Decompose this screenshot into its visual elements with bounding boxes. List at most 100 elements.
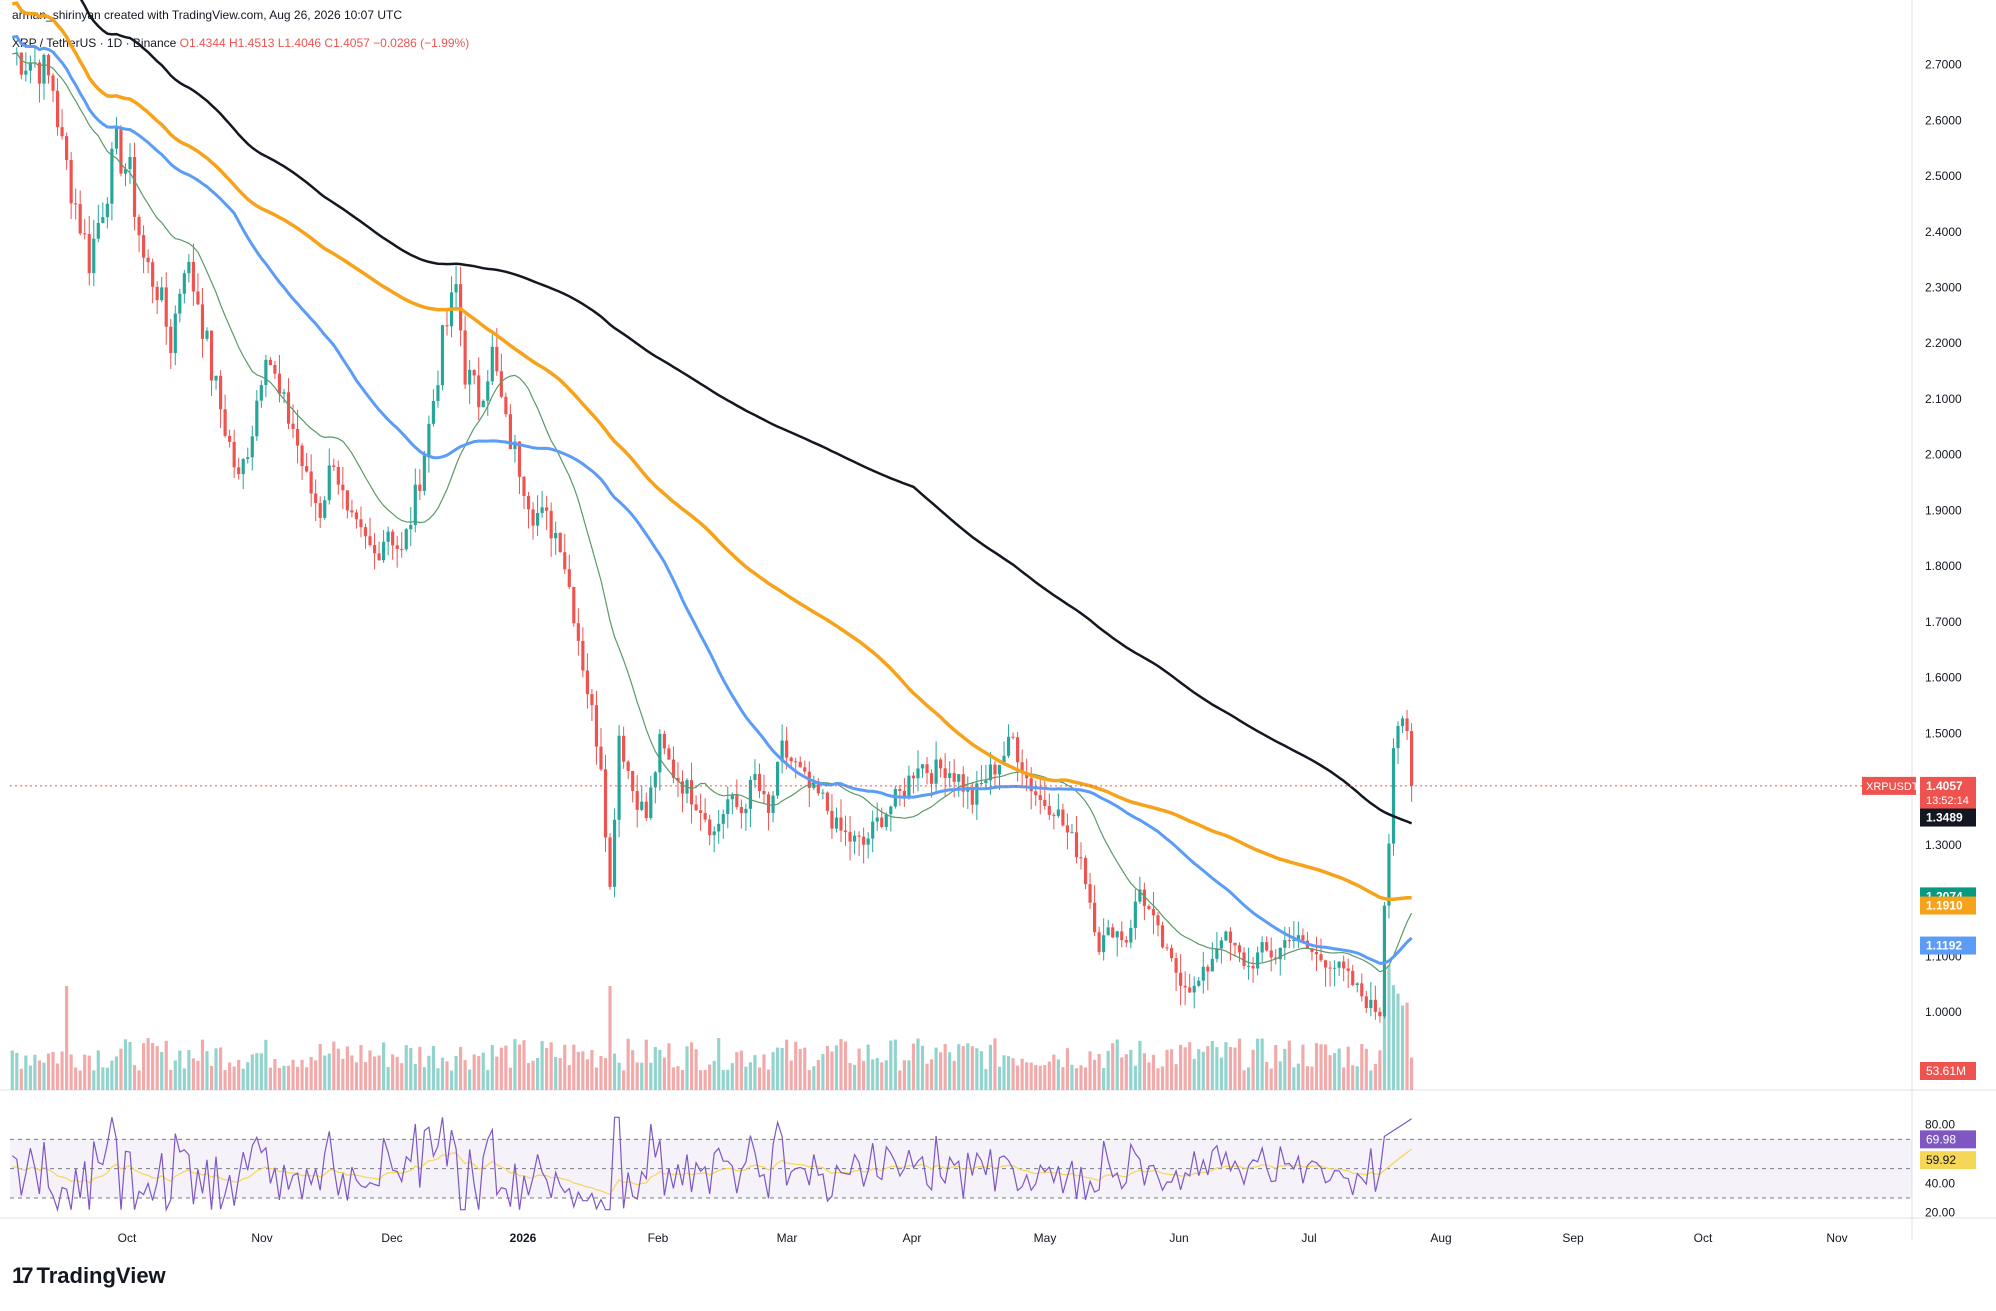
volume-bar — [490, 1044, 494, 1090]
price-label: 1.3489 — [1926, 811, 1963, 825]
candle-body — [662, 733, 666, 749]
candle-body — [1151, 909, 1156, 916]
candle-body — [1278, 947, 1282, 960]
volume-bar — [305, 1067, 309, 1090]
price-label: 1.1192 — [1926, 939, 1962, 953]
moving-average-line — [12, 1, 1412, 902]
candle-body — [286, 392, 291, 424]
candle-body — [142, 235, 146, 258]
volume-bar — [1296, 1063, 1300, 1090]
rsi-value-label: 69.98 — [1926, 1132, 1956, 1146]
volume-bar — [1129, 1049, 1133, 1090]
candle-body — [622, 735, 626, 762]
candle-body — [1323, 960, 1328, 968]
candle-body — [1265, 942, 1269, 951]
y-tick-label: 1.7000 — [1925, 615, 1962, 629]
price-label-bg — [1920, 776, 1976, 809]
y-tick-label: 2.7000 — [1925, 58, 1962, 72]
volume-bar — [780, 1047, 784, 1090]
candle-body — [1333, 967, 1337, 969]
volume-bar — [1210, 1041, 1214, 1090]
y-tick-label: 2.4000 — [1925, 225, 1962, 239]
volume-bar — [1142, 1053, 1146, 1090]
volume-bar — [617, 1062, 621, 1090]
candle-body — [798, 761, 802, 768]
volume-bar — [255, 1053, 259, 1090]
candle-body — [305, 466, 309, 472]
volume-bar — [703, 1069, 707, 1090]
volume-bar — [1197, 1049, 1201, 1090]
candle-body — [1296, 935, 1300, 940]
volume-bar — [1215, 1047, 1219, 1090]
volume-bar — [1192, 1058, 1196, 1090]
symbol-tag-bg — [1862, 776, 1916, 795]
candle-body — [979, 783, 983, 785]
volume-bar — [893, 1039, 897, 1090]
candle-body — [105, 203, 109, 218]
candle-body — [1147, 906, 1151, 910]
candle-body — [1405, 718, 1409, 732]
candle-body — [1319, 954, 1323, 961]
volume-bar — [504, 1045, 508, 1090]
candle-body — [1020, 762, 1024, 774]
volume-bar — [1328, 1055, 1332, 1090]
candle-body — [640, 801, 644, 810]
volume-bar — [169, 1069, 173, 1090]
volume-bar — [889, 1040, 893, 1090]
candle-body — [576, 623, 580, 641]
x-tick-label: Dec — [381, 1231, 402, 1245]
volume-bar — [96, 1050, 100, 1090]
volume-bar — [436, 1068, 440, 1090]
candle-body — [218, 375, 223, 410]
volume-bar — [137, 1070, 141, 1090]
candle-body — [952, 773, 956, 782]
candle-body — [1034, 791, 1038, 796]
candle-body — [436, 385, 440, 401]
candle-body — [295, 428, 300, 446]
volume-bar — [332, 1041, 336, 1090]
volume-bar — [191, 1058, 195, 1090]
volume-bar — [1260, 1038, 1264, 1090]
volume-label: 53.61M — [1926, 1064, 1966, 1078]
volume-bar — [404, 1045, 408, 1090]
volume-bar — [354, 1062, 359, 1090]
candle-body — [703, 812, 707, 820]
volume-bar — [1002, 1055, 1006, 1090]
volume-bar — [622, 1070, 626, 1090]
candle-body — [1056, 809, 1060, 816]
volume-bar — [499, 1047, 503, 1090]
x-tick-label: Jul — [1301, 1231, 1316, 1245]
candle-body — [699, 810, 703, 813]
volume-bar — [1355, 1066, 1359, 1090]
candle-body — [834, 817, 839, 829]
volume-bar — [264, 1039, 268, 1090]
candle-body — [1047, 805, 1051, 815]
candle-body — [427, 423, 431, 456]
volume-bar — [1088, 1051, 1092, 1090]
volume-bar — [273, 1059, 277, 1090]
volume-bar — [590, 1050, 594, 1090]
x-tick-label: Nov — [251, 1231, 272, 1245]
candle-body — [409, 524, 413, 530]
candle-body — [744, 808, 748, 814]
volume-bar — [155, 1046, 159, 1090]
candle-body — [382, 541, 386, 561]
candle-body — [1197, 980, 1201, 986]
candle-body — [481, 400, 485, 408]
candle-body — [1346, 968, 1350, 971]
candle-body — [997, 764, 1002, 775]
candle-body — [902, 790, 906, 798]
candle-body — [540, 507, 544, 513]
volume-bar — [1165, 1049, 1169, 1090]
candle-body — [721, 814, 725, 824]
candle-body — [395, 545, 399, 550]
tradingview-brand[interactable]: 17 TradingView — [12, 1263, 166, 1289]
x-tick-label: May — [1034, 1231, 1057, 1245]
volume-bar — [1342, 1067, 1346, 1090]
volume-bar — [1292, 1067, 1296, 1090]
volume-bar — [83, 1054, 87, 1090]
volume-bar — [526, 1063, 531, 1090]
volume-bar — [1323, 1044, 1328, 1090]
volume-bar — [1056, 1059, 1060, 1090]
